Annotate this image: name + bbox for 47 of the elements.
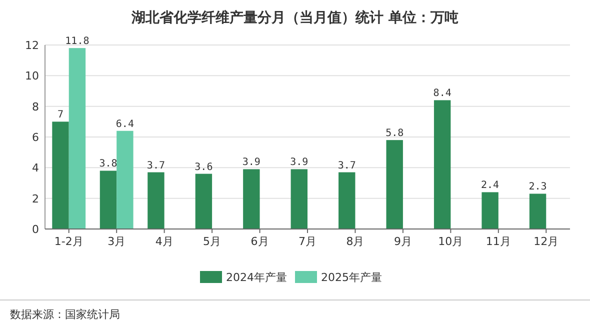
data-label: 5.8: [386, 128, 404, 140]
y-tick-label: 8: [32, 100, 39, 114]
legend-label: 2024年产量: [226, 271, 287, 284]
chart-title: 湖北省化学纤维产量分月（当月值）统计 单位：万吨: [130, 9, 458, 26]
x-tick-label: 1-2月: [54, 235, 84, 248]
y-tick-label: 10: [25, 70, 39, 83]
bar: [482, 192, 498, 229]
bar: [338, 172, 356, 229]
bar: [434, 100, 451, 229]
x-tick-label: 6月: [250, 235, 269, 248]
bar: [68, 48, 86, 229]
x-tick-label: 8月: [346, 235, 364, 248]
y-tick-label: 2: [32, 192, 39, 206]
bar: [386, 140, 403, 229]
y-tick-label: 0: [32, 223, 39, 236]
bar: [52, 122, 69, 229]
data-label: 11.8: [65, 36, 90, 48]
bar: [116, 130, 134, 229]
y-tick-label: 12: [25, 39, 39, 52]
x-tick-label: 4月: [155, 235, 174, 248]
data-label: 7: [57, 110, 64, 121]
source-note: 数据来源：国家统计局: [10, 308, 120, 321]
bar: [290, 169, 308, 229]
bar: [148, 172, 164, 229]
data-label: 3.9: [242, 157, 260, 168]
bar: [529, 194, 546, 229]
x-tick-label: 5月: [203, 235, 222, 248]
data-label: 3.7: [338, 160, 356, 172]
y-tick-label: 4: [32, 162, 39, 175]
y-tick-label: 6: [32, 131, 39, 144]
data-label: 8.4: [433, 88, 452, 100]
x-tick-label: 9月: [394, 235, 412, 248]
legend-label: 2025年产量: [321, 271, 382, 284]
x-tick-label: 7月: [298, 235, 316, 248]
data-label: 3.9: [290, 157, 308, 168]
x-tick-label: 11月: [486, 235, 511, 248]
bar: [243, 169, 260, 229]
x-tick-label: 3月: [108, 235, 126, 248]
data-label: 3.6: [194, 162, 213, 173]
bar: [100, 170, 117, 229]
x-tick-label: 10月: [438, 235, 464, 248]
data-label: 6.4: [116, 118, 134, 130]
bar: [195, 174, 212, 229]
data-label: 2.3: [528, 182, 547, 193]
x-tick-label: 12月: [534, 235, 559, 248]
data-label: 2.4: [481, 180, 500, 192]
data-label: 3.7: [146, 160, 165, 172]
